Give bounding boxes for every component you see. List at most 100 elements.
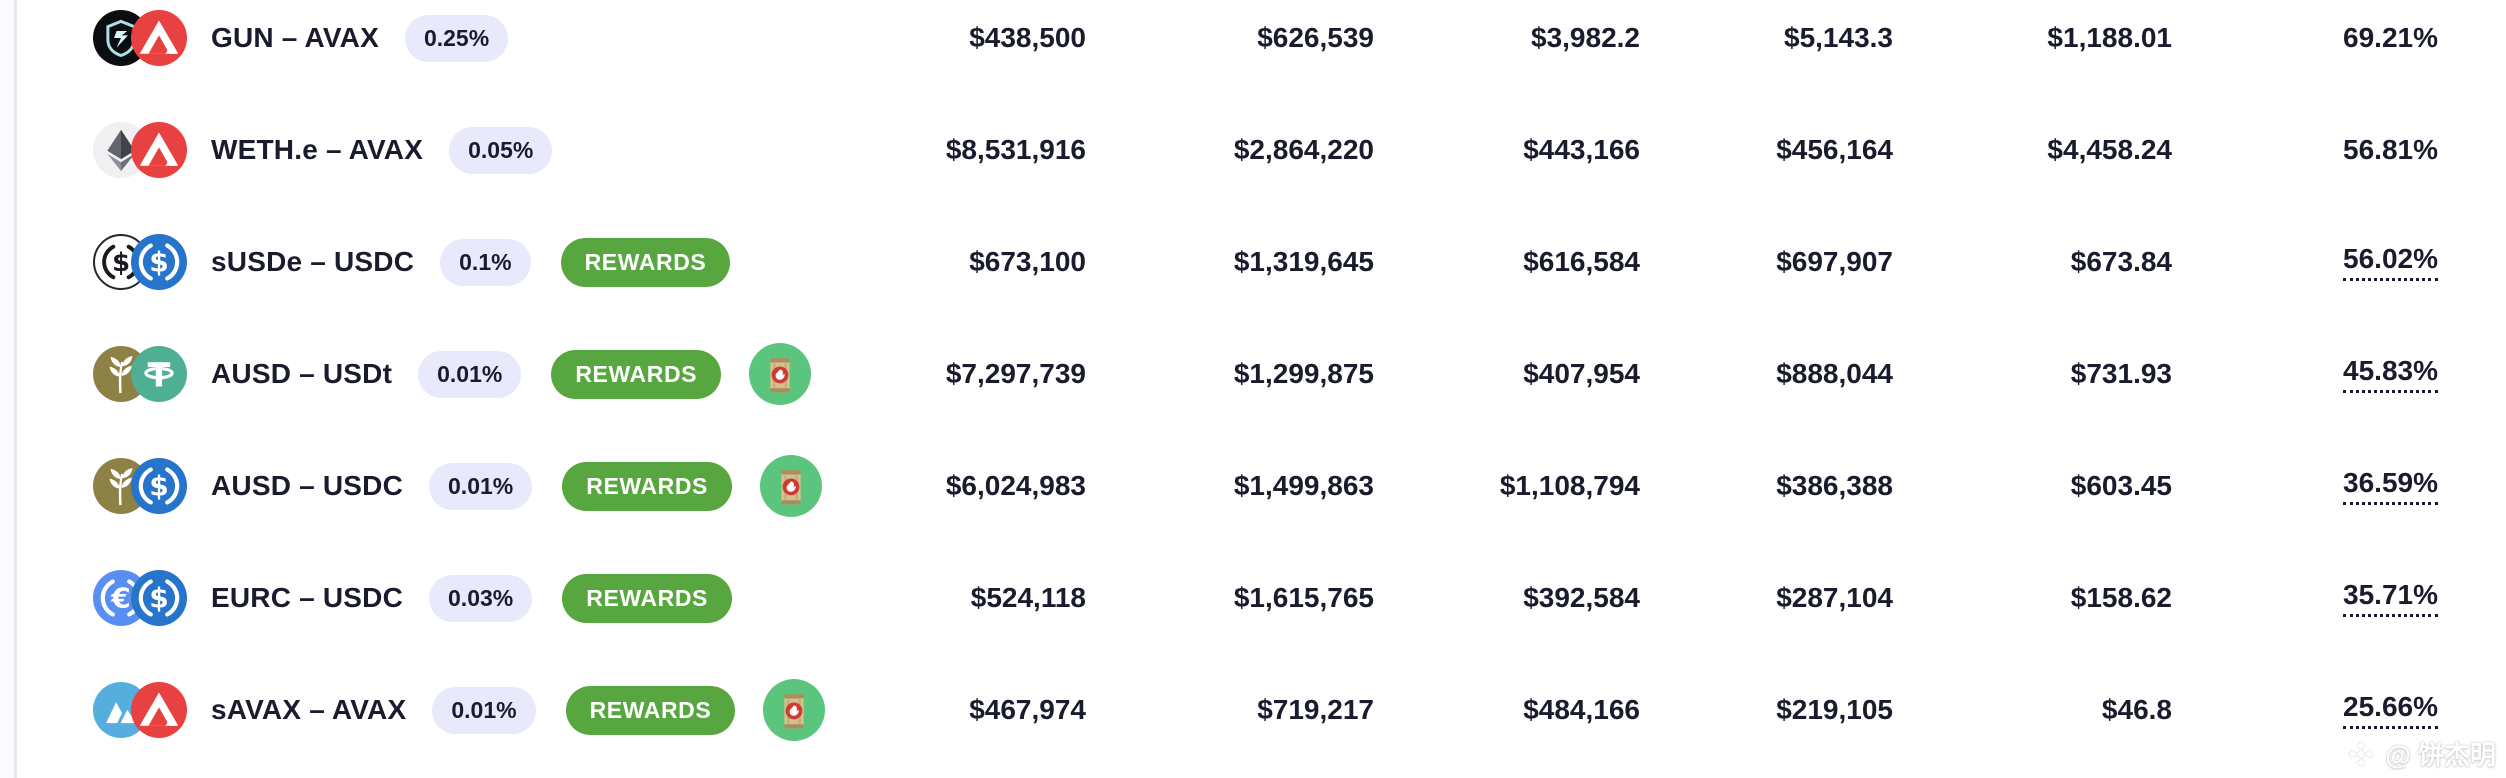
rewards-badge: REWARDS — [562, 573, 732, 623]
pair-name: EURC – USDC — [211, 582, 404, 613]
value-col-3: $392,584 — [1523, 582, 1640, 613]
binance-diamond-icon — [2349, 741, 2374, 766]
value-col-1: $8,531,916 — [945, 134, 1086, 165]
value-col-1: $673,100 — [969, 246, 1086, 277]
boost-can-icon — [749, 343, 812, 405]
svg-text:T: T — [148, 355, 171, 394]
fee-badge: 0.01% — [432, 686, 536, 734]
svg-text:€: € — [110, 582, 130, 615]
value-col-4: $5,143.3 — [1784, 22, 1893, 53]
token-icon-usdt: T — [131, 346, 187, 402]
token-icon-usdc: $ — [131, 458, 187, 514]
pair-name: sAVAX – AVAX — [211, 694, 407, 725]
pool-row[interactable]: WETH.e – AVAX 0.05% $8,531,916 $2,864,22… — [0, 94, 2506, 206]
rewards-badge: REWARDS — [565, 685, 736, 735]
pair-cell: GUN – AVAX 0.25% — [0, 10, 786, 66]
pool-row[interactable]: $ AUSD – USDC 0.01% REWARDS $6,024,983 $… — [0, 430, 2506, 542]
value-col-4: $697,907 — [1776, 246, 1893, 277]
value-col-2: $1,615,765 — [1233, 582, 1374, 613]
token-pair-icons — [93, 10, 187, 66]
pair-cell: € $ EURC – USDC 0.03% REWARDS — [0, 570, 786, 626]
value-col-2: $1,499,863 — [1233, 470, 1374, 501]
value-col-3: $3,982.2 — [1531, 22, 1640, 53]
svg-text:$: $ — [149, 582, 168, 615]
pair-name: WETH.e – AVAX — [211, 134, 424, 165]
page-left-edge-divider — [0, 0, 17, 778]
svg-text:$: $ — [112, 248, 130, 278]
pool-row[interactable]: $ $ sUSDe – USDC 0.1% REWARDS $673,100 $… — [0, 206, 2506, 318]
rewards-badge: REWARDS — [551, 349, 722, 399]
apr-value: 56.81% — [2343, 134, 2438, 165]
value-col-4: $219,105 — [1776, 694, 1893, 725]
token-icon-avax — [131, 10, 187, 66]
value-col-4: $386,388 — [1776, 470, 1893, 501]
value-col-5: $4,458.24 — [2047, 134, 2172, 165]
token-icon-avax — [131, 682, 187, 738]
apr-value[interactable]: 36.59% — [2343, 467, 2438, 505]
fee-badge: 0.01% — [429, 462, 533, 510]
rewards-badge: REWARDS — [562, 461, 732, 511]
svg-text:$: $ — [149, 470, 168, 503]
pair-cell: sAVAX – AVAX 0.01% REWARDS — [0, 679, 826, 741]
token-icon-usdc: $ — [131, 570, 187, 626]
svg-text:$: $ — [149, 246, 168, 279]
pair-name: GUN – AVAX — [211, 22, 379, 53]
value-col-5: $1,188.01 — [2047, 22, 2172, 53]
pair-name: AUSD – USDt — [211, 358, 393, 389]
apr-value[interactable]: 35.71% — [2343, 579, 2438, 617]
value-col-3: $407,954 — [1523, 358, 1640, 389]
token-pair-icons: $ — [93, 458, 187, 514]
value-col-5: $46.8 — [2101, 694, 2172, 725]
pool-row[interactable]: GUN – AVAX 0.25% $438,500 $626,539 $3,98… — [0, 0, 2506, 94]
pair-cell: T AUSD – USDt 0.01% REWARDS — [0, 343, 812, 405]
value-col-1: $438,500 — [969, 22, 1086, 53]
pair-name: AUSD – USDC — [211, 470, 404, 501]
fee-badge: 0.1% — [440, 238, 531, 286]
token-icon-avax — [131, 122, 187, 178]
apr-value: 69.21% — [2343, 22, 2438, 53]
value-col-3: $616,584 — [1523, 246, 1640, 277]
token-pair-icons: € $ — [93, 570, 187, 626]
apr-value[interactable]: 56.02% — [2343, 243, 2438, 281]
value-col-3: $443,166 — [1523, 134, 1640, 165]
value-col-3: $1,108,794 — [1499, 470, 1640, 501]
token-pair-icons — [93, 122, 187, 178]
pair-name: sUSDe – USDC — [211, 246, 415, 277]
fee-badge: 0.03% — [429, 574, 533, 622]
value-col-2: $2,864,220 — [1233, 134, 1374, 165]
watermark: @ 饼杰明 — [2346, 735, 2496, 772]
value-col-2: $626,539 — [1257, 22, 1374, 53]
value-col-2: $1,299,875 — [1233, 358, 1374, 389]
value-col-4: $888,044 — [1776, 358, 1893, 389]
boost-can-icon — [763, 679, 826, 741]
value-col-1: $524,118 — [970, 582, 1086, 613]
value-col-1: $6,024,983 — [945, 470, 1086, 501]
fee-badge: 0.01% — [418, 350, 522, 398]
pair-cell: $ $ sUSDe – USDC 0.1% REWARDS — [0, 234, 786, 290]
value-col-5: $158.62 — [2070, 582, 2172, 613]
token-pair-icons: T — [93, 346, 187, 402]
fee-badge: 0.05% — [449, 126, 553, 174]
pool-row[interactable]: € $ EURC – USDC 0.03% REWARDS $524,118 $… — [0, 542, 2506, 654]
value-col-5: $603.45 — [2070, 470, 2172, 501]
value-col-4: $287,104 — [1776, 582, 1893, 613]
rewards-badge: REWARDS — [560, 237, 731, 287]
apr-value[interactable]: 25.66% — [2343, 691, 2438, 729]
value-col-1: $467,974 — [969, 694, 1086, 725]
value-col-1: $7,297,739 — [945, 358, 1086, 389]
value-col-2: $719,217 — [1257, 694, 1374, 725]
token-pair-icons: $ $ — [93, 234, 187, 290]
apr-value[interactable]: 45.83% — [2343, 355, 2438, 393]
watermark-text: @ 饼杰明 — [2385, 740, 2496, 770]
pool-row[interactable]: T AUSD – USDt 0.01% REWARDS $7,297,739 $… — [0, 318, 2506, 430]
value-col-5: $673.84 — [2070, 246, 2172, 277]
fee-badge: 0.25% — [404, 14, 509, 62]
value-col-4: $456,164 — [1776, 134, 1893, 165]
token-icon-usdc: $ — [131, 234, 187, 290]
pair-cell: WETH.e – AVAX 0.05% — [0, 122, 786, 178]
value-col-3: $484,166 — [1523, 694, 1640, 725]
value-col-5: $731.93 — [2070, 358, 2172, 389]
pool-row[interactable]: sAVAX – AVAX 0.01% REWARDS $467,974 $719… — [0, 654, 2506, 766]
pair-cell: $ AUSD – USDC 0.01% REWARDS — [0, 455, 822, 517]
